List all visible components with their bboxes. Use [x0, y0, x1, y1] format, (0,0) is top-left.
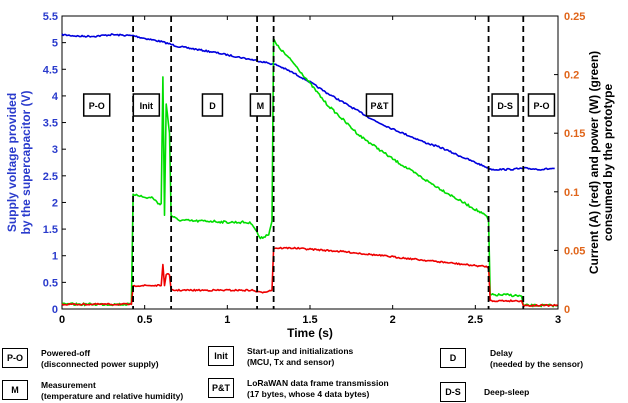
- x-tick-label: 0: [59, 314, 65, 326]
- phase-label-text: Init: [140, 101, 154, 111]
- x-tick-label: 3: [555, 314, 561, 326]
- x-tick-label: 1: [224, 314, 230, 326]
- x-tick-label: 2.5: [468, 314, 483, 326]
- legend-abbr-box: D-S: [440, 382, 466, 402]
- y-right-axis-title-line: consumed by the prototype: [601, 84, 615, 242]
- phase-label-box: [249, 93, 272, 117]
- legend-sublabel: (17 bytes, whose 4 data bytes): [247, 389, 370, 399]
- phase-label-text: P-O: [533, 101, 549, 111]
- x-tick-label: 2: [390, 314, 396, 326]
- phase-label-text: P-O: [89, 101, 105, 111]
- series-power-line: [61, 37, 559, 308]
- y-right-tick-label: 0.1: [564, 187, 579, 199]
- legend-abbr-box: P-O: [2, 348, 28, 368]
- phase-layer: P-O Init D M P&T D-S P-O: [82, 16, 556, 309]
- x-axis-title: Time (s): [287, 326, 333, 340]
- y-left-tick-label: 5: [52, 38, 58, 50]
- legend-item-deep-sleep: D-S Deep-sleep: [440, 382, 529, 402]
- x-tick-label: 0.5: [137, 314, 152, 326]
- y-left-tick-label: 4.5: [43, 64, 58, 76]
- y-left-tick-label: 4: [52, 91, 59, 103]
- legend: P-O Powered-off (disconnected power supp…: [0, 340, 628, 403]
- chart-canvas: P-O Init D M P&T D-S P-O 0 0.5 1 1.5 2 2.5 300.511.5…: [5, 11, 615, 340]
- legend-item-transmission: P&T LoRaWAN data frame transmission (17 …: [208, 378, 389, 400]
- y-left-tick-label: 0.5: [43, 277, 58, 289]
- legend-label: Delay: [490, 348, 513, 358]
- series-current-line: [61, 246, 559, 307]
- y-right-axis-title-line: Current (A) (red) and power (W) (green): [587, 51, 601, 274]
- legend-item-init: Init Start-up and initializations (MCU, …: [208, 346, 353, 368]
- y-left-tick-label: 1: [52, 251, 58, 263]
- legend-item-powered-off: P-O Powered-off (disconnected power supp…: [2, 348, 159, 370]
- phase-label-box: [201, 93, 224, 117]
- phase-label-text: M: [257, 101, 265, 111]
- phase-label-box: [132, 93, 161, 117]
- y-left-axis-title: Supply voltage provided by the supercapac…: [5, 90, 33, 234]
- legend-item-measurement: M Measurement (temperature and relative …: [2, 380, 183, 402]
- y-left-tick-label: 5.5: [43, 11, 58, 23]
- legend-item-delay: D Delay (needed by the sensor): [440, 348, 583, 370]
- series-layer: [61, 33, 559, 308]
- phase-label-text: P&T: [370, 101, 389, 111]
- phase-label-text: D: [209, 101, 216, 111]
- x-tick-label: 1.5: [302, 314, 317, 326]
- legend-sublabel: (needed by the sensor): [490, 359, 584, 369]
- y-left-tick-label: 2.5: [43, 171, 58, 183]
- y-right-tick-label: 0.15: [564, 128, 585, 140]
- phase-label-box: [491, 93, 519, 117]
- legend-sublabel: (temperature and relative humidity): [41, 391, 184, 401]
- legend-label: Start-up and initializations: [247, 346, 354, 356]
- y-left-tick-label: 2: [52, 197, 58, 209]
- y-left-tick-label: 1.5: [43, 224, 58, 236]
- y-right-axis-title: Current (A) (red) and power (W) (green) c…: [587, 51, 615, 274]
- legend-abbr-box: M: [2, 380, 28, 400]
- y-left-axis-title-line: Supply voltage provided: [5, 93, 19, 232]
- y-right-tick-label: 0.05: [564, 245, 585, 257]
- y-left-tick-label: 3.5: [43, 118, 58, 130]
- phase-label-box: [82, 93, 111, 117]
- y-left-tick-label: 3: [52, 144, 58, 156]
- y-right-tick-label: 0: [564, 304, 570, 316]
- y-right-tick-label: 0.2: [564, 70, 579, 82]
- axis-layer: 0 0.5 1 1.5 2 2.5 300.511.522.533.544.555.500.…: [5, 11, 615, 340]
- legend-label: Deep-sleep: [484, 387, 530, 397]
- legend-abbr-box: P&T: [208, 378, 234, 398]
- plot-area: [61, 15, 559, 310]
- legend-sublabel: (MCU, Tx and sensor): [247, 357, 335, 367]
- legend-label: Measurement: [41, 380, 96, 390]
- y-right-tick-label: 0.25: [564, 11, 585, 23]
- legend-abbr-box: D: [440, 348, 466, 368]
- legend-sublabel: (disconnected power supply): [41, 359, 159, 369]
- phase-label-box: [527, 93, 556, 117]
- y-left-tick-label: 0: [52, 304, 58, 316]
- legend-label: Powered-off: [41, 348, 91, 358]
- legend-abbr-box: Init: [208, 346, 234, 366]
- y-left-axis-title-line: by the supercapacitor (V): [19, 90, 33, 234]
- phase-label-box: [365, 93, 394, 117]
- plot-border: [61, 15, 559, 310]
- phase-label-text: D-S: [497, 101, 513, 111]
- legend-label: LoRaWAN data frame transmission: [247, 378, 389, 388]
